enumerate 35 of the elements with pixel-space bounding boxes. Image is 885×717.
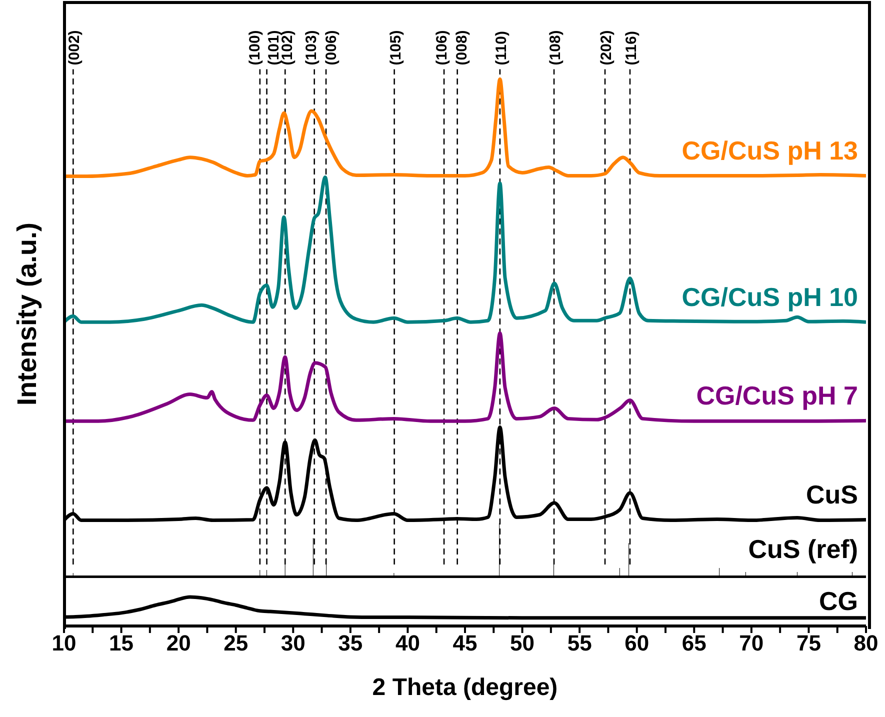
series-label: CG/CuS pH 7 [696,380,858,411]
text: (116) [622,31,640,66]
x-tick-label: 15 [109,630,134,656]
text: (202) [598,30,616,66]
series-label: CuS [806,480,858,510]
text: (008) [454,30,471,66]
x-tick-label: 20 [166,630,191,656]
text: (103) [303,30,320,66]
text: (108) [547,30,564,66]
y-axis-title: Intensity (a.u.) [12,222,42,406]
x-tick-label: 65 [682,630,706,656]
series-label: CG/CuS pH 13 [682,136,858,166]
x-tick-label: 35 [338,630,363,656]
text: (105) [387,30,404,66]
series-label: CG [819,586,858,616]
x-tick-label: 40 [395,630,420,656]
x-tick-label: 75 [796,630,821,656]
x-tick-label: 55 [567,630,592,656]
x-tick-label: 25 [224,630,248,656]
series-label: CG/CuS pH 10 [682,282,858,312]
x-tick-label: 10 [52,630,76,656]
text: (006) [323,30,340,66]
x-tick-label: 45 [452,630,478,656]
text: (106) [434,30,451,66]
text: (110) [492,31,510,66]
text: (101) [266,30,283,66]
x-tick-label: 50 [510,630,535,656]
x-axis-title: 2 Theta (degree) [372,674,558,701]
x-tick-label: 30 [280,630,306,656]
x-tick-label: 60 [624,630,650,656]
text: (002) [66,30,84,66]
text: (100) [246,30,264,66]
x-tick-label: 70 [739,630,764,656]
x-tick-label: 80 [854,630,878,656]
series-label: CuS (ref) [748,534,858,564]
